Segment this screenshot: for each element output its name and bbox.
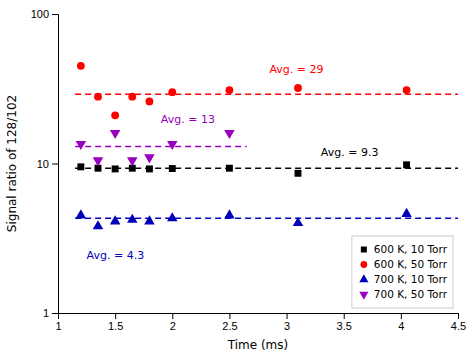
x-tick-mark — [401, 313, 402, 319]
y-tick-label: 100 — [31, 8, 49, 20]
x-axis: 1 1.5 2 2.5 3 3.5 4 4.5 — [55, 313, 466, 332]
legend-frame — [352, 236, 453, 308]
point — [401, 208, 412, 217]
point — [294, 84, 302, 92]
x-tick-mark — [344, 313, 345, 319]
series — [75, 62, 458, 119]
point — [127, 157, 138, 166]
marks — [75, 62, 458, 229]
x-tick-mark — [229, 313, 230, 319]
annotation: Avg. = 9.3 — [321, 146, 379, 159]
x-axis-title: Time (ms) — [227, 338, 289, 352]
y-tick-mark — [52, 14, 58, 15]
point — [224, 130, 235, 139]
annotation: Avg. = 4.3 — [87, 249, 145, 262]
y-tick: 10 — [37, 158, 58, 170]
x-tick-mark — [287, 313, 288, 319]
series — [75, 208, 458, 230]
point — [110, 130, 121, 139]
point — [144, 154, 155, 163]
point — [76, 141, 87, 150]
point — [169, 165, 176, 172]
point — [226, 86, 234, 94]
legend-label: 600 K, 50 Torr — [374, 258, 448, 270]
chart: 1 1.5 2 2.5 3 3.5 4 4.5 1 10 100 Time (ms) Signal ra… — [0, 0, 474, 359]
x-tick-mark — [115, 313, 116, 319]
point — [146, 98, 154, 106]
legend-marker — [360, 261, 367, 268]
point — [168, 88, 176, 96]
x-tick-label: 4.5 — [451, 320, 466, 332]
y-tick: 1 — [43, 307, 58, 319]
point — [94, 93, 102, 101]
series — [75, 130, 246, 166]
point — [224, 209, 235, 218]
annotations: Avg. = 9.3 Avg. = 29 Avg. = 4.3 Avg. = 13 — [87, 63, 379, 262]
y-axis: 1 10 100 — [31, 8, 59, 319]
x-tick-label: 2.5 — [222, 320, 237, 332]
point — [167, 212, 178, 221]
annotation: Avg. = 29 — [269, 63, 323, 76]
point — [93, 220, 104, 229]
x-tick: 4.5 — [451, 313, 466, 332]
legend-label: 600 K, 10 Torr — [374, 243, 448, 255]
y-axis-line — [52, 15, 59, 314]
x-tick: 2.5 — [222, 313, 237, 332]
x-tick-label: 3 — [284, 320, 290, 332]
point — [146, 165, 153, 172]
y-tick: 100 — [31, 8, 58, 20]
legend-label: 700 K, 10 Torr — [374, 273, 448, 285]
point — [167, 141, 178, 150]
x-tick: 4 — [398, 313, 404, 332]
x-tick-label: 3.5 — [337, 320, 352, 332]
x-tick-label: 4 — [398, 320, 404, 332]
x-tick: 1 — [55, 313, 61, 332]
x-tick: 3 — [284, 313, 290, 332]
point — [127, 214, 138, 223]
legend: 600 K, 10 Torr 600 K, 50 Torr 700 K, 10 To… — [352, 236, 453, 308]
point — [76, 209, 87, 218]
point — [77, 163, 84, 170]
point — [295, 170, 302, 177]
point — [293, 217, 304, 226]
point — [112, 165, 119, 172]
legend-marker — [359, 274, 368, 282]
x-tick-label: 1.5 — [108, 320, 123, 332]
point — [93, 157, 104, 166]
point — [77, 62, 85, 70]
point — [128, 93, 136, 101]
point — [144, 215, 155, 224]
y-tick-mark — [52, 164, 58, 165]
y-tick-mark — [52, 313, 58, 314]
x-tick-mark — [458, 313, 459, 319]
x-axis-line — [59, 314, 459, 320]
x-tick: 3.5 — [337, 313, 352, 332]
plot: 1 1.5 2 2.5 3 3.5 4 4.5 1 10 100 Time (ms) Signal ra… — [5, 8, 466, 352]
point — [403, 161, 410, 168]
annotation: Avg. = 13 — [161, 113, 215, 126]
point — [111, 111, 119, 119]
point — [110, 215, 121, 224]
y-axis-title: Signal ratio of 128/102 — [5, 95, 19, 232]
x-tick: 2 — [170, 313, 176, 332]
point — [226, 165, 233, 172]
x-tick-label: 2 — [170, 320, 176, 332]
legend-marker — [361, 247, 367, 253]
y-tick-label: 10 — [37, 158, 49, 170]
average-line — [75, 146, 246, 148]
x-tick-label: 1 — [55, 320, 61, 332]
x-tick: 1.5 — [108, 313, 123, 332]
y-tick-label: 1 — [43, 307, 49, 319]
x-tick-mark — [172, 313, 173, 319]
legend-marker — [359, 292, 368, 300]
point — [403, 86, 411, 94]
legend-label: 700 K, 50 Torr — [374, 288, 448, 300]
